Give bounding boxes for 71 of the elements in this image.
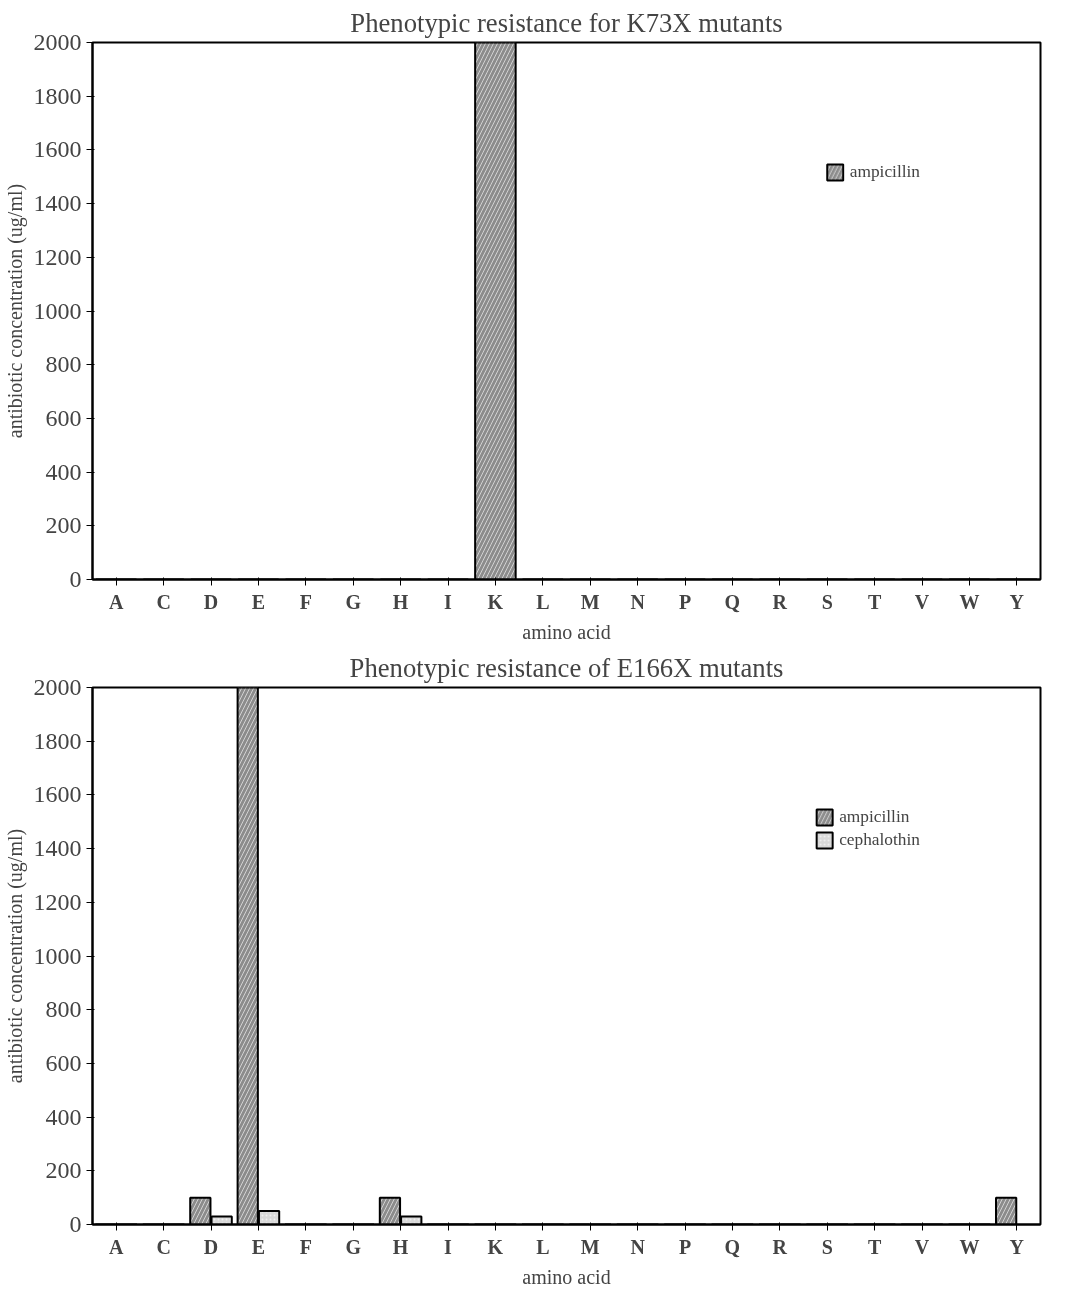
x-tick-label: D	[203, 1235, 219, 1258]
legend-label: ampicillin	[849, 162, 920, 182]
x-tick-label: A	[108, 590, 124, 613]
y-tick-label: 1600	[33, 781, 82, 808]
y-tick-label: 200	[45, 1157, 82, 1184]
x-tick-label: P	[678, 590, 692, 613]
y-tick-label: 1400	[33, 835, 82, 862]
y-tick-label: 600	[45, 404, 82, 431]
x-tick-label: N	[630, 1235, 646, 1258]
x-tick-label: H	[392, 590, 409, 613]
x-tick-label: C	[156, 590, 171, 613]
y-tick-label: 800	[45, 351, 82, 378]
y-tick-label: 2000	[33, 674, 82, 700]
x-tick-label: S	[821, 590, 833, 613]
x-tick-label: Y	[1009, 590, 1025, 613]
x-tick-label: M	[580, 1235, 600, 1258]
y-tick-label: 1800	[33, 727, 82, 754]
x-tick-label: C	[156, 1235, 171, 1258]
x-tick-label: S	[821, 1235, 833, 1258]
x-tick-label: Q	[724, 1235, 741, 1258]
x-tick-label: Y	[1009, 1235, 1025, 1258]
x-tick-label: G	[345, 590, 362, 613]
y-tick-label: 0	[69, 1211, 82, 1237]
y-tick-label: 1200	[33, 888, 82, 915]
x-tick-label: P	[678, 1235, 692, 1258]
x-tick-label: V	[914, 1235, 930, 1258]
y-tick-label: 800	[45, 996, 82, 1023]
x-tick-label: Q	[724, 590, 741, 613]
x-axis-title: amino acid	[522, 1265, 611, 1288]
x-tick-label: A	[108, 1235, 124, 1258]
chart-title: Phenotypic resistance for K73X mutants	[350, 7, 783, 38]
y-tick-label: 1000	[33, 297, 82, 324]
x-tick-label: D	[203, 590, 219, 613]
x-tick-label: L	[536, 1235, 550, 1258]
x-tick-label: M	[580, 590, 600, 613]
y-tick-label: 400	[45, 458, 82, 485]
x-axis-title: amino acid	[522, 620, 611, 643]
chart-title: Phenotypic resistance of E166X mutants	[349, 652, 784, 683]
y-tick-label: 0	[69, 566, 82, 592]
y-tick-label: 400	[45, 1103, 82, 1130]
x-tick-label: N	[630, 590, 646, 613]
x-tick-label: I	[444, 590, 453, 613]
y-tick-label: 1400	[33, 190, 82, 217]
x-tick-label: F	[299, 1235, 312, 1258]
x-tick-label: K	[487, 1235, 504, 1258]
y-tick-label: 1600	[33, 136, 82, 163]
y-axis-title: antibiotic concentration (ug/ml)	[3, 828, 27, 1084]
y-tick-label: 1200	[33, 243, 82, 270]
x-tick-label: W	[959, 1235, 980, 1258]
y-axis-title: antibiotic concentration (ug/ml)	[3, 183, 27, 439]
legend-label: ampicillin	[839, 807, 910, 827]
x-tick-label: V	[914, 590, 930, 613]
x-tick-label: E	[251, 1235, 266, 1258]
x-tick-label: T	[867, 1235, 882, 1258]
x-tick-label: F	[299, 590, 312, 613]
x-tick-label: L	[536, 590, 550, 613]
x-tick-label: R	[772, 590, 788, 613]
x-tick-label: R	[772, 1235, 788, 1258]
x-tick-label: I	[444, 1235, 453, 1258]
x-tick-label: K	[487, 590, 504, 613]
y-tick-label: 600	[45, 1049, 82, 1076]
y-tick-label: 200	[45, 512, 82, 539]
x-tick-label: W	[959, 590, 980, 613]
x-tick-label: E	[251, 590, 266, 613]
legend-label: cephalothin	[839, 830, 920, 850]
y-tick-label: 1000	[33, 942, 82, 969]
x-tick-label: G	[345, 1235, 362, 1258]
y-tick-label: 1800	[33, 82, 82, 109]
x-tick-label: H	[392, 1235, 409, 1258]
x-tick-label: T	[867, 590, 882, 613]
y-tick-label: 2000	[33, 29, 82, 55]
